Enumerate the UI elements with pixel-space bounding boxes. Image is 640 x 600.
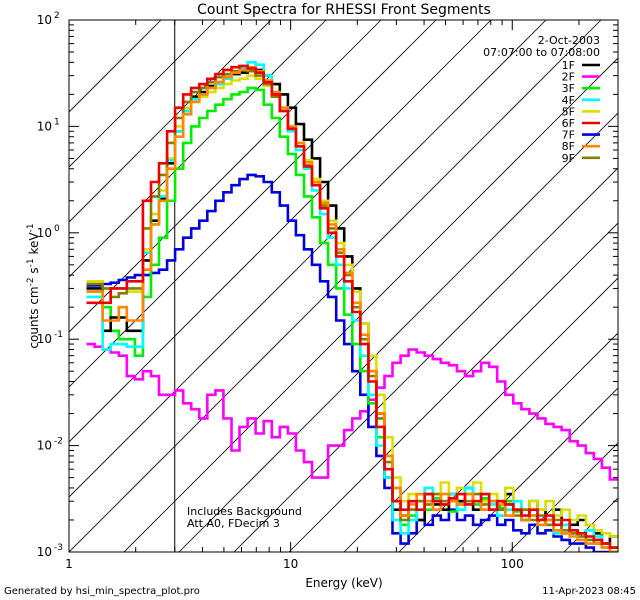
series-group xyxy=(86,61,618,552)
annotation-attenuator: Att A0, FDecim 3 xyxy=(187,517,280,530)
y-label-exp: -1 xyxy=(26,223,36,232)
x-tick-label: 10 xyxy=(283,557,298,571)
y-tick-base: 10 xyxy=(37,226,52,240)
hatch-line xyxy=(288,222,618,552)
axis-ticks xyxy=(68,20,619,553)
y-tick-exponent: 2 xyxy=(54,11,60,21)
y-tick-label: 10 -1 xyxy=(37,330,63,346)
hatch-line xyxy=(69,20,217,168)
y-tick-base: 10 xyxy=(37,13,52,27)
hatch-line xyxy=(453,387,618,552)
legend-time-range: 07:07:00 to 07:08:00 xyxy=(483,46,600,59)
y-label-part: s xyxy=(27,267,41,277)
legend-label: 6F xyxy=(562,117,575,130)
hatch-line xyxy=(233,167,618,552)
y-tick-base: 10 xyxy=(37,545,52,559)
hatch-line xyxy=(508,442,618,552)
y-label-exp: -1 xyxy=(26,258,36,267)
footer-timestamp: 11-Apr-2023 08:45 xyxy=(542,586,636,597)
y-tick-label: 10 2 xyxy=(37,11,60,27)
hatch-line xyxy=(69,20,492,443)
hatch-line xyxy=(69,20,162,113)
legend-label: 5F xyxy=(562,105,575,118)
series-2f xyxy=(86,342,618,481)
y-tick-label: 10 0 xyxy=(37,224,60,240)
hatch-line xyxy=(69,20,547,498)
hatched-region xyxy=(69,20,618,552)
chart-title: Count Spectra for RHESSI Front Segments xyxy=(197,2,491,18)
x-tick-label: 100 xyxy=(501,557,524,571)
annotations: Includes Background Att A0, FDecim 3 xyxy=(187,505,302,530)
y-tick-label: 10 -2 xyxy=(37,437,63,453)
hatch-line xyxy=(69,20,327,278)
y-label-part: counts cm xyxy=(27,286,41,348)
x-tick-labels: 1 10 100 xyxy=(65,557,524,571)
legend: 2-Oct-2003 07:07:00 to 07:08:00 1F2F3F4F… xyxy=(483,34,600,165)
y-tick-label: 10 1 xyxy=(37,117,60,133)
y-tick-exponent: -3 xyxy=(54,543,63,553)
y-tick-label: 10 -3 xyxy=(37,543,63,559)
y-tick-exponent: -2 xyxy=(54,437,63,447)
y-label-exp: -2 xyxy=(26,277,36,286)
y-tick-exponent: 1 xyxy=(54,117,60,127)
x-axis-label: Energy (keV) xyxy=(305,576,382,590)
x-tick-label: 1 xyxy=(65,557,73,571)
hatch-line xyxy=(178,112,618,552)
legend-label: 2F xyxy=(562,71,575,84)
y-tick-exponent: -1 xyxy=(54,330,63,340)
annotation-background: Includes Background xyxy=(187,505,302,518)
hatch-line xyxy=(343,277,618,552)
legend-label: 1F xyxy=(562,59,575,72)
hatch-line xyxy=(398,332,618,552)
hatch-line xyxy=(69,20,437,388)
series-6f xyxy=(86,64,618,549)
legend-label: 9F xyxy=(562,152,575,165)
y-axis-label: counts cm-2 s-1 keV-1 xyxy=(26,223,41,348)
y-tick-base: 10 xyxy=(37,119,52,133)
legend-label: 3F xyxy=(562,82,575,95)
legend-label: 8F xyxy=(562,140,575,153)
series-8f xyxy=(86,65,618,552)
hatch-line xyxy=(123,57,618,552)
y-tick-base: 10 xyxy=(37,332,52,346)
footer-generated-by: Generated by hsi_min_spectra_plot.pro xyxy=(4,586,200,597)
y-tick-exponent: 0 xyxy=(54,224,60,234)
legend-label: 7F xyxy=(562,129,575,142)
legend-label: 4F xyxy=(562,94,575,107)
y-tick-base: 10 xyxy=(37,439,52,453)
plot-frame xyxy=(68,19,619,553)
y-label-part: keV xyxy=(27,232,41,259)
legend-date: 2-Oct-2003 xyxy=(538,34,600,47)
